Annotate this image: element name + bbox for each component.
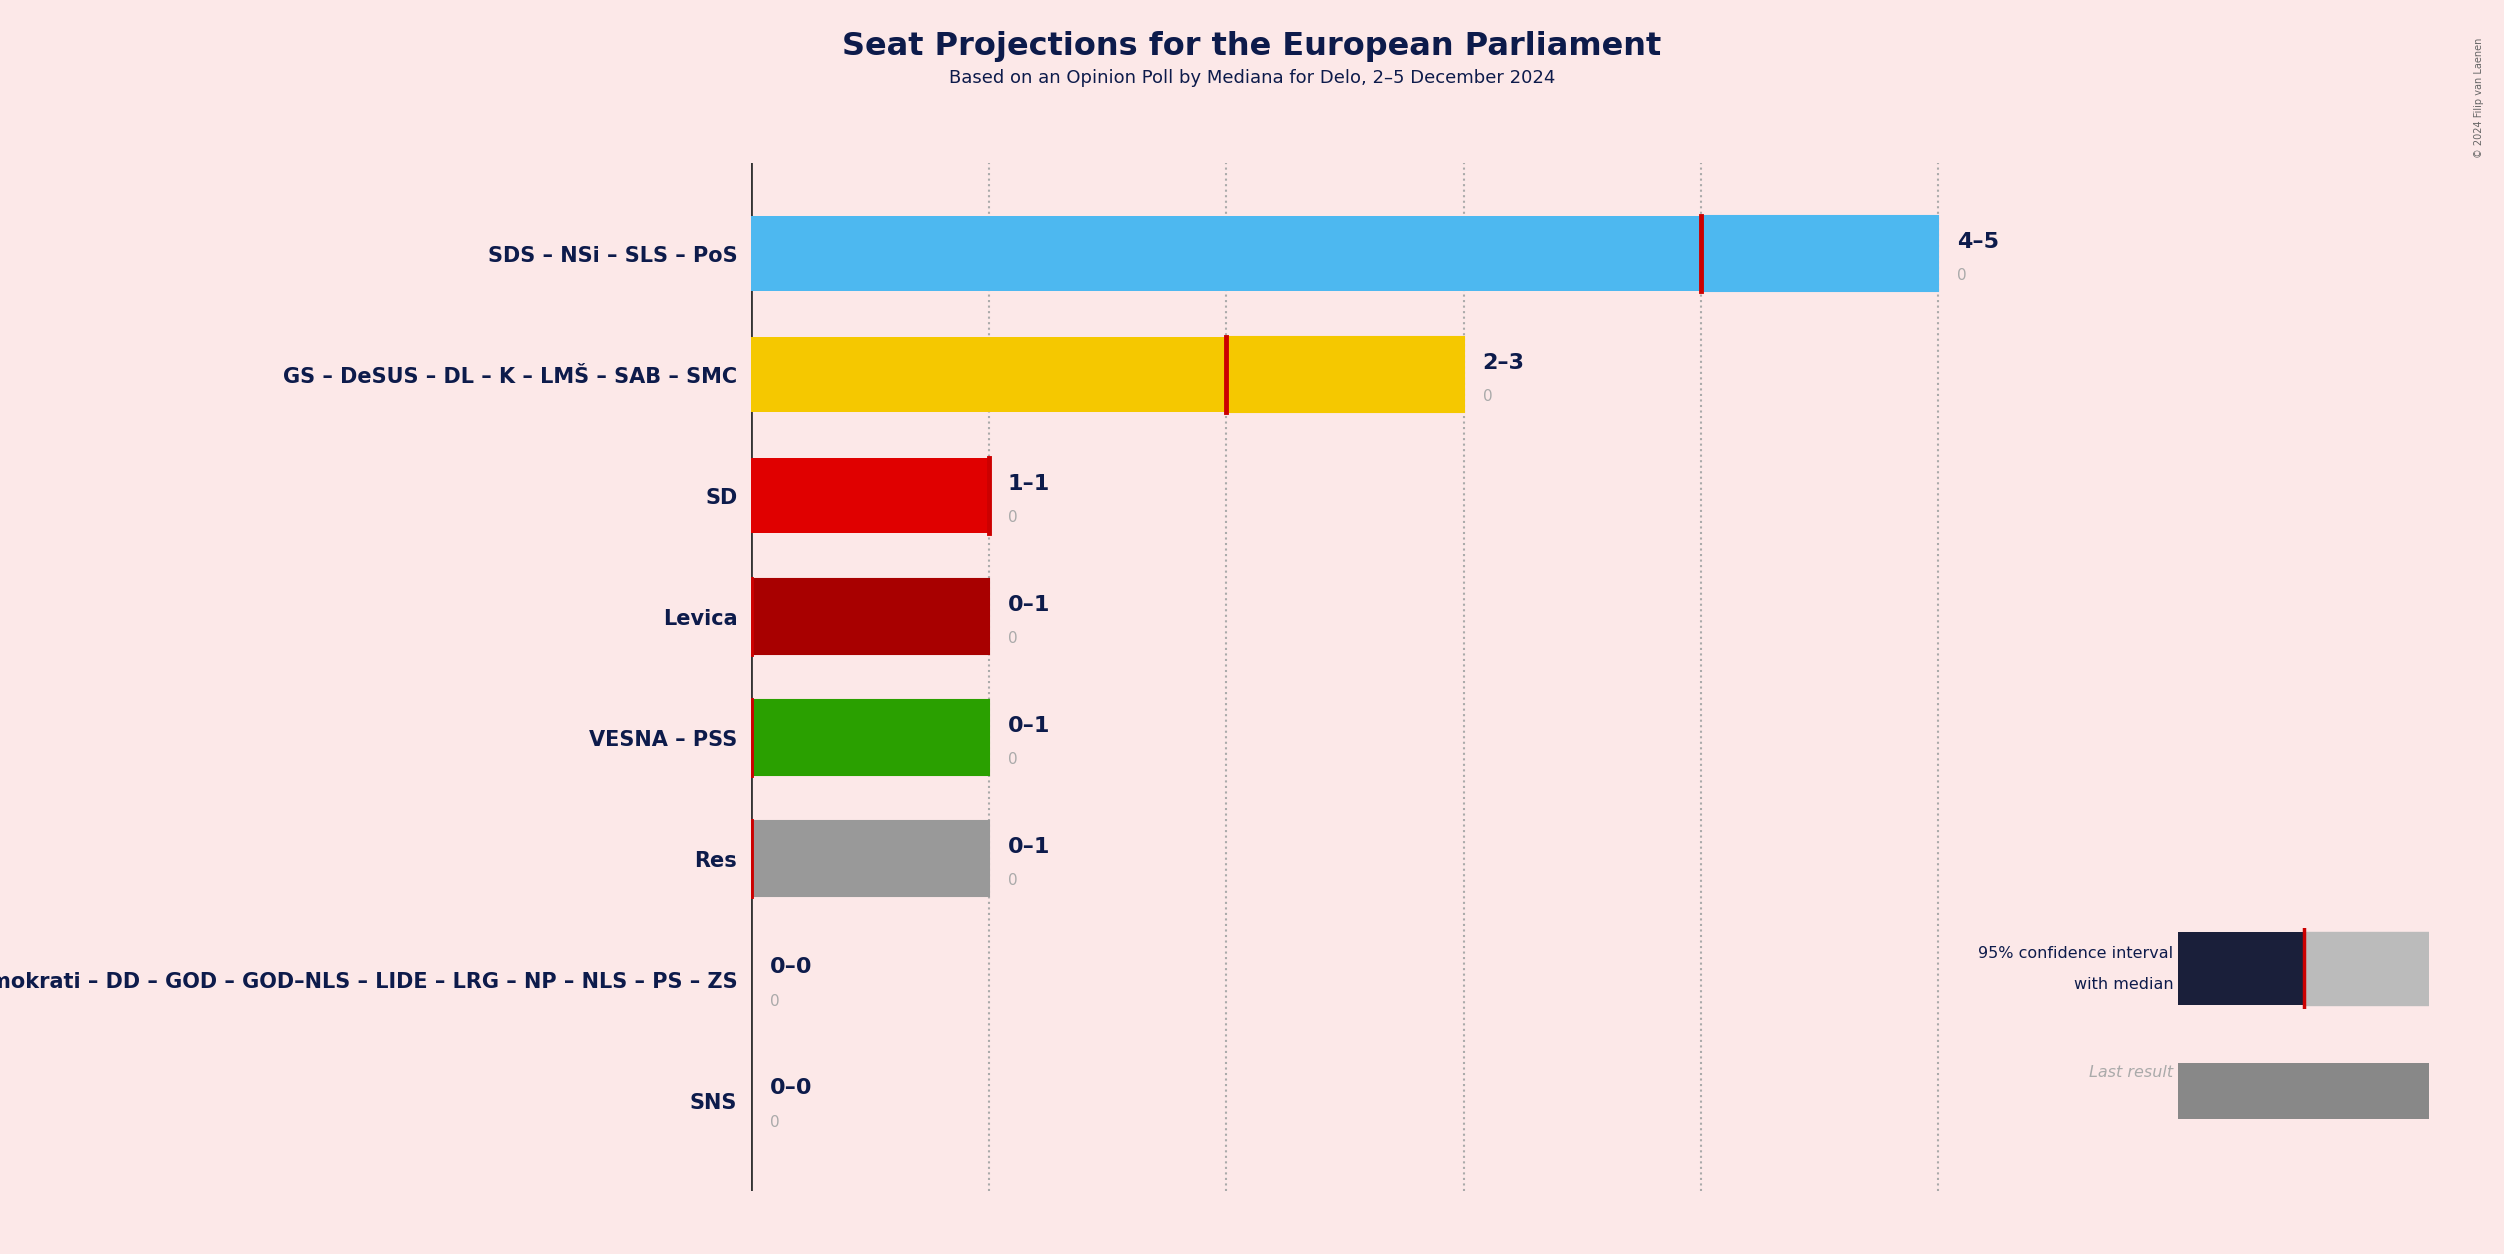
Text: Last result: Last result — [2088, 1065, 2173, 1080]
Text: 0: 0 — [1007, 752, 1017, 767]
Text: 0–1: 0–1 — [1007, 594, 1049, 614]
FancyBboxPatch shape — [2178, 932, 2304, 1006]
Text: with median: with median — [2073, 977, 2173, 992]
Text: 2–3: 2–3 — [1482, 352, 1525, 372]
Text: 0: 0 — [1007, 631, 1017, 646]
FancyBboxPatch shape — [2178, 1062, 2429, 1119]
Text: 0: 0 — [771, 994, 779, 1009]
Text: 0–0: 0–0 — [771, 1078, 814, 1099]
Text: 0: 0 — [1482, 389, 1492, 404]
Text: Seat Projections for the European Parliament: Seat Projections for the European Parlia… — [841, 31, 1663, 63]
Text: Based on an Opinion Poll by Mediana for Delo, 2–5 December 2024: Based on an Opinion Poll by Mediana for … — [949, 69, 1555, 87]
Text: 0: 0 — [1007, 510, 1017, 525]
Text: 0: 0 — [1958, 268, 1968, 283]
Text: 95% confidence interval: 95% confidence interval — [1978, 946, 2173, 961]
Text: 0–1: 0–1 — [1007, 716, 1049, 736]
Bar — [751, 216, 1700, 291]
Bar — [751, 700, 989, 775]
Bar — [1227, 337, 1462, 413]
Bar — [751, 821, 989, 897]
Text: © 2024 Filip van Laenen: © 2024 Filip van Laenen — [2474, 38, 2484, 158]
Bar — [751, 337, 1227, 413]
Text: 0–0: 0–0 — [771, 958, 814, 978]
FancyBboxPatch shape — [2304, 932, 2429, 1006]
Text: 0–1: 0–1 — [1007, 836, 1049, 856]
Text: 4–5: 4–5 — [1958, 232, 1998, 252]
Text: 1–1: 1–1 — [1007, 474, 1049, 494]
Bar — [1700, 216, 1938, 291]
Bar — [751, 458, 989, 533]
Text: 0: 0 — [771, 1115, 779, 1130]
Bar — [751, 579, 989, 655]
Text: 0: 0 — [1007, 873, 1017, 888]
